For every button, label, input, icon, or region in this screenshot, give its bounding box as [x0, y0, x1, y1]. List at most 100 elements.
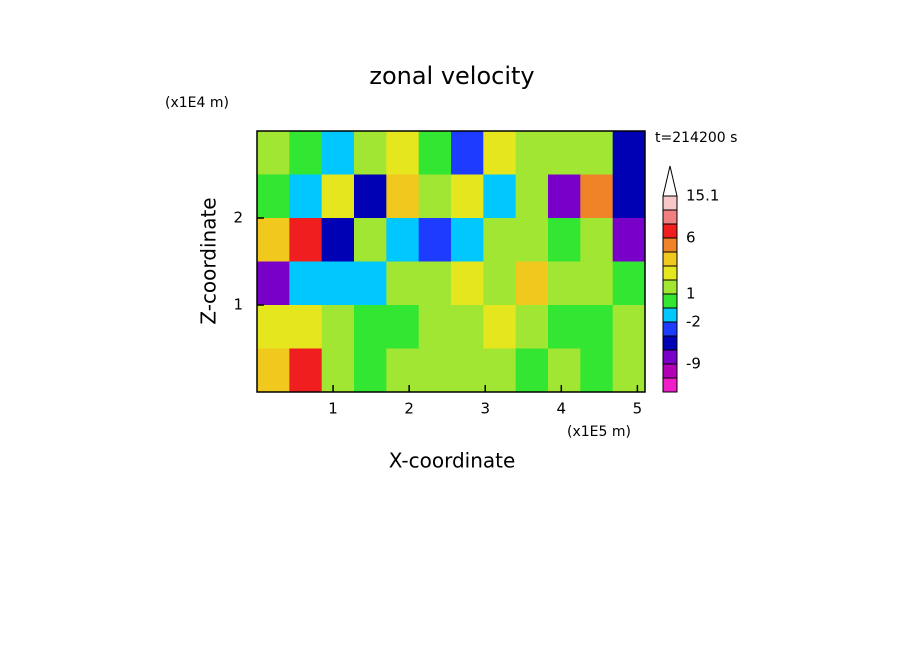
x-tick-label: 2: [404, 400, 414, 418]
field-cell: [483, 174, 517, 219]
colorbar-swatch: [662, 321, 678, 337]
field-cell: [386, 131, 420, 175]
field-cell: [515, 218, 549, 262]
field-cell: [483, 131, 517, 175]
field-cell: [418, 261, 452, 306]
field-cell: [289, 218, 323, 262]
field-cell: [386, 218, 420, 262]
field-cell: [580, 131, 614, 175]
field-cell: [418, 348, 452, 393]
field-cell: [354, 174, 387, 219]
field-cell: [548, 261, 581, 306]
field-cell: [548, 348, 581, 393]
colorbar-swatch: [662, 279, 678, 295]
field-cell: [612, 261, 646, 306]
field-cell: [451, 131, 484, 175]
field-cell: [483, 348, 517, 393]
field-cell: [354, 131, 387, 175]
field-cell: [257, 261, 290, 306]
field-cell: [483, 218, 517, 262]
field-cell: [451, 174, 484, 219]
field-cell: [580, 348, 614, 393]
field-cell: [386, 261, 420, 306]
field-cell: [257, 174, 290, 219]
colorbar-swatch: [662, 377, 678, 393]
field-cell: [386, 348, 420, 393]
field-cell: [612, 131, 646, 175]
colorbar-triangle: [662, 165, 678, 197]
colorbar-swatch: [662, 349, 678, 365]
field-cell: [580, 261, 614, 306]
field-cell: [321, 218, 355, 262]
colorbar-label: 1: [686, 285, 696, 303]
field-cell: [612, 218, 646, 262]
field-cell: [386, 174, 420, 219]
field-cell: [257, 218, 290, 262]
x-tick-label: 3: [480, 400, 490, 418]
field-cell: [580, 174, 614, 219]
field-cell: [321, 261, 355, 306]
x-multiplier: (x1E5 m): [567, 424, 631, 440]
field-cell: [483, 261, 517, 306]
field-cell: [354, 261, 387, 306]
field-cell: [386, 305, 420, 349]
field-cell: [580, 218, 614, 262]
colorbar-swatch: [662, 265, 678, 281]
colorbar-label: 15.1: [686, 187, 719, 205]
colorbar-swatch: [662, 335, 678, 351]
field-cell: [354, 305, 387, 349]
field-cell: [451, 348, 484, 393]
field-cell: [289, 348, 323, 393]
field-cell: [257, 131, 290, 175]
field-cell: [612, 348, 646, 393]
time-annotation: t=214200 s: [655, 130, 737, 146]
field-cell: [321, 174, 355, 219]
colorbar-swatch: [662, 223, 678, 239]
field-cell: [289, 174, 323, 219]
colorbar-swatch: [662, 237, 678, 253]
field-cell: [418, 131, 452, 175]
y-tick-label: 2: [233, 209, 243, 227]
colorbar-swatch: [662, 307, 678, 323]
colorbar-swatch: [662, 251, 678, 267]
field-cell: [289, 305, 323, 349]
field-cell: [451, 218, 484, 262]
field-cell: [451, 261, 484, 306]
field-cell: [548, 174, 581, 219]
field-cell: [548, 131, 581, 175]
field-cell: [612, 174, 646, 219]
field-cell: [451, 305, 484, 349]
x-tick-label: 5: [633, 400, 643, 418]
colorbar-swatch: [662, 363, 678, 379]
field-cell: [548, 218, 581, 262]
colorbar-swatch: [662, 293, 678, 309]
field-cell: [289, 131, 323, 175]
field-cell: [580, 305, 614, 349]
chart-title: zonal velocity: [369, 62, 534, 90]
field-cell: [321, 131, 355, 175]
colorbar-swatch: [662, 209, 678, 225]
field-cell: [321, 348, 355, 393]
field-cell: [418, 174, 452, 219]
field-cell: [548, 305, 581, 349]
x-axis-label: X-coordinate: [389, 449, 516, 473]
field-cell: [483, 305, 517, 349]
y-tick-label: 1: [233, 296, 243, 314]
y-axis-label: Z-coordinate: [197, 197, 221, 324]
field-cell: [354, 348, 387, 393]
colorbar-swatch: [662, 195, 678, 211]
field-cell: [515, 348, 549, 393]
y-multiplier: (x1E4 m): [165, 95, 229, 111]
field-cell: [418, 218, 452, 262]
field-cell: [257, 305, 290, 349]
field-cell: [515, 131, 549, 175]
field-cell: [515, 174, 549, 219]
x-tick-label: 1: [328, 400, 338, 418]
field-cell: [612, 305, 646, 349]
colorbar-label: -9: [686, 355, 701, 373]
colorbar-label: -2: [686, 313, 701, 331]
x-tick-label: 4: [557, 400, 567, 418]
field-cell: [418, 305, 452, 349]
field-cell: [289, 261, 323, 306]
